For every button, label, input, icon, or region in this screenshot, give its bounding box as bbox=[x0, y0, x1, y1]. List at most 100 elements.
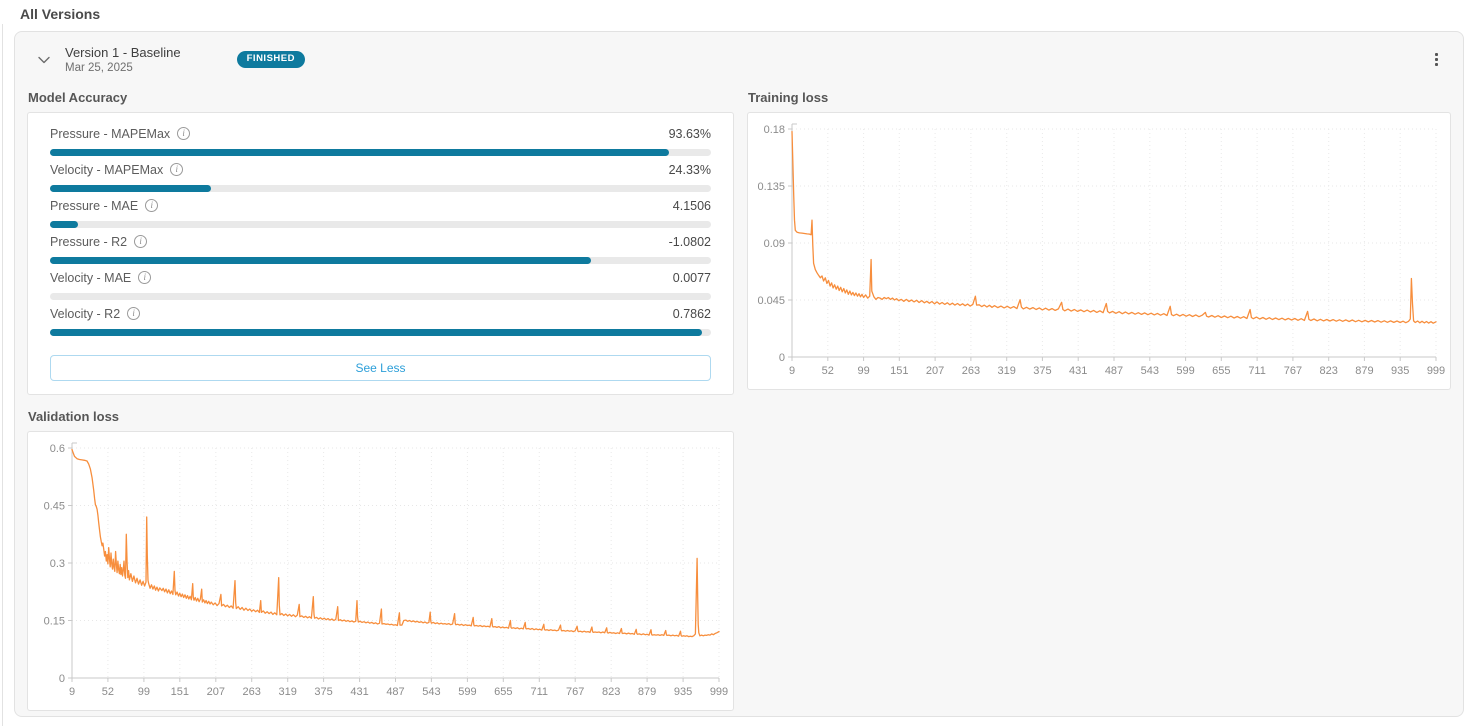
svg-text:0.18: 0.18 bbox=[764, 124, 785, 136]
version-title: Version 1 - Baseline bbox=[65, 45, 181, 60]
svg-text:0.135: 0.135 bbox=[757, 181, 785, 193]
progress-track bbox=[50, 185, 711, 192]
metric-row: Pressure - R2 i -1.0802 bbox=[50, 233, 711, 269]
page-edge-divider bbox=[2, 24, 3, 726]
svg-text:935: 935 bbox=[1391, 365, 1409, 377]
progress-track bbox=[50, 257, 711, 264]
metric-value: 24.33% bbox=[668, 162, 711, 177]
svg-text:99: 99 bbox=[138, 686, 150, 698]
progress-fill bbox=[50, 149, 669, 156]
metric-label: Velocity - MAPEMax bbox=[50, 162, 164, 177]
metric-value: 0.0077 bbox=[672, 270, 711, 285]
svg-text:9: 9 bbox=[789, 365, 795, 377]
metric-value: -1.0802 bbox=[668, 234, 711, 249]
svg-text:655: 655 bbox=[494, 686, 512, 698]
model-accuracy-heading: Model Accuracy bbox=[28, 90, 128, 105]
card-content: Model Accuracy Pressure - MAPEMax i 93.6… bbox=[15, 80, 1463, 711]
chevron-down-icon bbox=[38, 51, 50, 69]
metric-row: Velocity - MAE i 0.0077 bbox=[50, 269, 711, 305]
right-column: Training loss 0 0.045 0.09 0.135 0.18 9 52 99 15… bbox=[747, 80, 1451, 711]
svg-text:0.045: 0.045 bbox=[757, 295, 785, 307]
progress-track bbox=[50, 221, 711, 228]
svg-text:0.6: 0.6 bbox=[50, 443, 65, 455]
svg-text:52: 52 bbox=[102, 686, 114, 698]
model-accuracy-panel: Pressure - MAPEMax i 93.63% Velocity - M… bbox=[27, 112, 734, 395]
svg-text:99: 99 bbox=[857, 365, 869, 377]
info-icon[interactable]: i bbox=[145, 199, 159, 212]
version-card-header: Version 1 - Baseline Mar 25, 2025 FINISH… bbox=[15, 32, 1463, 80]
info-icon[interactable]: i bbox=[170, 163, 184, 176]
metric-row: Velocity - MAPEMax i 24.33% bbox=[50, 161, 711, 197]
svg-text:599: 599 bbox=[1176, 365, 1194, 377]
info-icon[interactable]: i bbox=[134, 235, 148, 248]
metric-row: Pressure - MAPEMax i 93.63% bbox=[50, 125, 711, 161]
svg-text:543: 543 bbox=[1141, 365, 1159, 377]
svg-text:935: 935 bbox=[674, 686, 692, 698]
progress-fill bbox=[50, 185, 211, 192]
svg-text:0.3: 0.3 bbox=[50, 558, 65, 570]
svg-text:823: 823 bbox=[1320, 365, 1338, 377]
page-title: All Versions bbox=[20, 6, 101, 22]
metric-label: Pressure - MAE bbox=[50, 198, 139, 213]
svg-text:711: 711 bbox=[531, 686, 549, 698]
svg-text:207: 207 bbox=[207, 686, 225, 698]
training_loss-svg: 0 0.045 0.09 0.135 0.18 9 52 99 151 207 263 319 375 4… bbox=[757, 123, 1445, 377]
metric-row: Pressure - MAE i 4.1506 bbox=[50, 197, 711, 233]
metric-label: Pressure - MAPEMax bbox=[50, 126, 171, 141]
metric-label: Velocity - MAE bbox=[50, 270, 132, 285]
progress-fill bbox=[50, 221, 79, 228]
validation-loss-heading: Validation loss bbox=[28, 409, 120, 424]
svg-text:0.15: 0.15 bbox=[44, 616, 65, 628]
svg-text:9: 9 bbox=[69, 686, 75, 698]
progress-track bbox=[50, 329, 711, 336]
metric-row: Velocity - R2 i 0.7862 bbox=[50, 305, 711, 341]
metric-value: 93.63% bbox=[668, 126, 711, 141]
svg-text:999: 999 bbox=[1427, 365, 1445, 377]
svg-text:151: 151 bbox=[890, 365, 908, 377]
svg-text:999: 999 bbox=[710, 686, 728, 698]
svg-text:0.09: 0.09 bbox=[764, 238, 785, 250]
info-icon[interactable]: i bbox=[138, 271, 152, 284]
svg-text:319: 319 bbox=[279, 686, 297, 698]
svg-text:767: 767 bbox=[566, 686, 584, 698]
svg-text:0: 0 bbox=[59, 673, 65, 685]
kebab-menu-icon[interactable] bbox=[1425, 49, 1447, 71]
info-icon[interactable]: i bbox=[177, 127, 191, 140]
version-card: Version 1 - Baseline Mar 25, 2025 FINISH… bbox=[14, 31, 1464, 717]
svg-text:375: 375 bbox=[314, 686, 332, 698]
svg-text:207: 207 bbox=[926, 365, 944, 377]
svg-text:375: 375 bbox=[1033, 365, 1051, 377]
svg-text:487: 487 bbox=[386, 686, 404, 698]
version-info: Version 1 - Baseline Mar 25, 2025 bbox=[65, 45, 181, 74]
validation-loss-chart[interactable]: 0 0.15 0.3 0.45 0.6 9 52 99 151 207 263 319 375 431 48… bbox=[28, 432, 733, 710]
training-loss-heading: Training loss bbox=[748, 90, 829, 105]
svg-text:487: 487 bbox=[1105, 365, 1123, 377]
svg-text:767: 767 bbox=[1284, 365, 1302, 377]
left-column: Model Accuracy Pressure - MAPEMax i 93.6… bbox=[27, 80, 734, 711]
svg-text:52: 52 bbox=[822, 365, 834, 377]
status-badge: FINISHED bbox=[236, 51, 305, 68]
collapse-button[interactable] bbox=[33, 49, 55, 71]
info-icon[interactable]: i bbox=[127, 307, 141, 320]
metric-value: 4.1506 bbox=[672, 198, 711, 213]
validation-loss-panel: 0 0.15 0.3 0.45 0.6 9 52 99 151 207 263 319 375 431 48… bbox=[27, 431, 734, 711]
svg-text:823: 823 bbox=[602, 686, 620, 698]
training-loss-chart[interactable]: 0 0.045 0.09 0.135 0.18 9 52 99 151 207 263 319 375 4… bbox=[748, 113, 1450, 389]
progress-track bbox=[50, 149, 711, 156]
svg-text:319: 319 bbox=[998, 365, 1016, 377]
training-loss-panel: 0 0.045 0.09 0.135 0.18 9 52 99 151 207 263 319 375 4… bbox=[747, 112, 1451, 390]
validation_loss-svg: 0 0.15 0.3 0.45 0.6 9 52 99 151 207 263 319 375 431 48… bbox=[44, 442, 728, 698]
svg-text:711: 711 bbox=[1248, 365, 1266, 377]
progress-track bbox=[50, 293, 711, 300]
svg-text:0: 0 bbox=[779, 352, 785, 364]
svg-text:431: 431 bbox=[350, 686, 368, 698]
svg-text:543: 543 bbox=[422, 686, 440, 698]
svg-text:151: 151 bbox=[171, 686, 189, 698]
see-less-button[interactable]: See Less bbox=[50, 355, 711, 381]
svg-text:599: 599 bbox=[458, 686, 476, 698]
metric-label: Pressure - R2 bbox=[50, 234, 128, 249]
metric-value: 0.7862 bbox=[672, 306, 711, 321]
progress-fill bbox=[50, 329, 702, 336]
svg-text:263: 263 bbox=[243, 686, 261, 698]
svg-text:0.45: 0.45 bbox=[44, 501, 65, 513]
